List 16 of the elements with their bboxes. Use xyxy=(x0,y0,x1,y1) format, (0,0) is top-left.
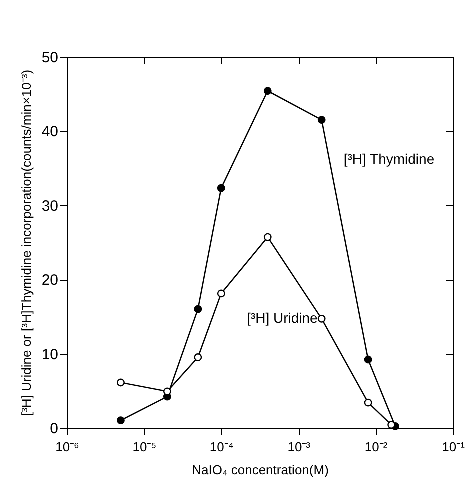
x-tick-label: 10⁻² xyxy=(364,440,388,454)
y-tick-label: 40 xyxy=(42,124,58,141)
x-tick-label: 10⁻³ xyxy=(288,440,312,454)
y-tick-label: 0 xyxy=(50,420,58,438)
series-label: [³H] Thymidine xyxy=(344,151,435,168)
series-label: [³H] Uridine xyxy=(247,310,318,326)
y-tick-label: 50 xyxy=(42,50,58,66)
y-tick-label: 20 xyxy=(42,272,58,290)
x-axis-title: NaIO₄ concentration(M) xyxy=(192,462,329,478)
y-tick-label: 10 xyxy=(42,346,58,364)
x-tick-label: 10⁻⁵ xyxy=(132,440,157,454)
x-tick-label: 10⁻¹ xyxy=(442,440,466,454)
x-tick-label: 10⁻⁶ xyxy=(56,440,80,454)
y-axis-title: [³H] Uridine or [³H]Thymidine incorporation(counts/min×10⁻³) xyxy=(18,70,34,416)
x-tick-label: 10⁻⁴ xyxy=(210,440,234,454)
y-tick-label: 30 xyxy=(42,198,58,215)
